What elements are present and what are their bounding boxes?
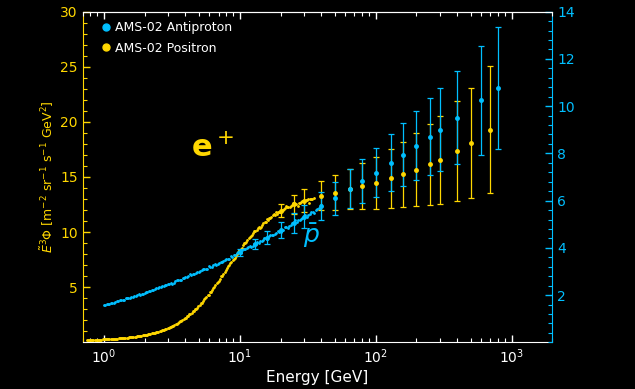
Text: $\bar{p}$: $\bar{p}$ [304,222,320,250]
Y-axis label: $\tilde{E}^3\Phi$ [m$^{-2}$ sr$^{-1}$ s$^{-1}$ GeV$^2$]: $\tilde{E}^3\Phi$ [m$^{-2}$ sr$^{-1}$ s$… [39,101,56,253]
X-axis label: Energy [GeV]: Energy [GeV] [266,370,369,385]
Legend: AMS-02 Antiproton, AMS-02 Positron: AMS-02 Antiproton, AMS-02 Positron [103,21,232,55]
Text: e$^+$: e$^+$ [190,134,234,163]
